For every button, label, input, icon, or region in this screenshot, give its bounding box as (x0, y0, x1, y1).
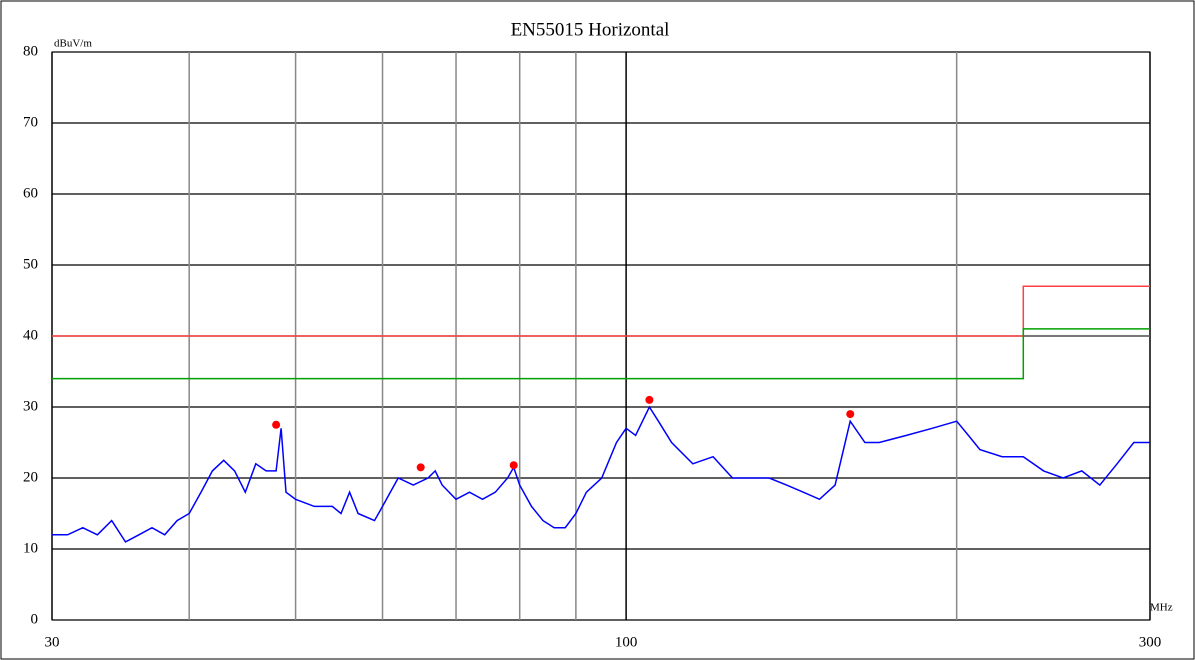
y-tick-label: 0 (31, 611, 39, 627)
peak-marker (272, 420, 281, 429)
x-tick-label: 30 (45, 634, 60, 650)
y-tick-label: 50 (23, 256, 38, 272)
y-tick-label: 70 (23, 114, 38, 130)
chart-title: EN55015 Horizontal (511, 19, 670, 40)
x-tick-label: 100 (615, 634, 638, 650)
series-line (52, 285, 1150, 337)
y-tick-label: 30 (23, 398, 38, 414)
y-tick-label: 80 (23, 43, 38, 59)
peak-marker (846, 410, 855, 419)
y-axis-label: dBuV/m (54, 38, 92, 50)
y-tick-label: 40 (23, 327, 38, 343)
y-tick-label: 10 (23, 540, 38, 556)
series-line (52, 328, 1150, 380)
peak-marker (509, 461, 518, 470)
y-tick-label: 20 (23, 469, 38, 485)
x-axis-label: MHz (1150, 602, 1173, 614)
peak-marker (645, 395, 654, 404)
x-tick-label: 300 (1139, 634, 1162, 650)
peak-marker (416, 463, 425, 472)
series-line (52, 405, 1150, 543)
y-tick-label: 60 (23, 185, 38, 201)
